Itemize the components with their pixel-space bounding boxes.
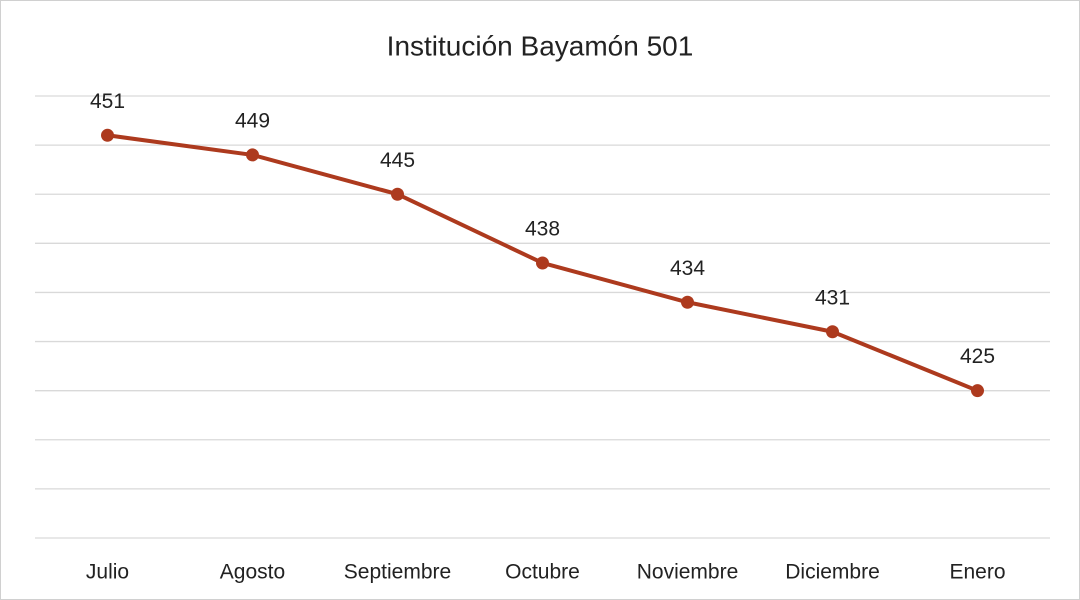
x-tick-label: Agosto — [220, 561, 285, 584]
data-label: 449 — [235, 109, 270, 132]
chart-title: Institución Bayamón 501 — [387, 30, 694, 61]
x-tick-label: Diciembre — [785, 561, 880, 584]
data-label: 434 — [670, 257, 705, 280]
x-tick-label: Enero — [949, 561, 1005, 584]
data-label: 451 — [90, 90, 125, 113]
data-label: 445 — [380, 149, 415, 172]
x-tick-label: Septiembre — [344, 561, 451, 584]
point — [101, 128, 114, 142]
x-tick-label: Julio — [86, 561, 129, 584]
point — [826, 325, 839, 339]
x-tick-label: Noviembre — [637, 561, 739, 584]
x-tick-label: Octubre — [505, 561, 580, 584]
point — [536, 256, 549, 270]
point — [681, 295, 694, 309]
data-label: 431 — [815, 286, 850, 309]
data-label: 425 — [960, 345, 995, 368]
point — [246, 148, 259, 162]
point — [971, 384, 984, 398]
point — [391, 187, 404, 201]
data-label: 438 — [525, 218, 560, 241]
